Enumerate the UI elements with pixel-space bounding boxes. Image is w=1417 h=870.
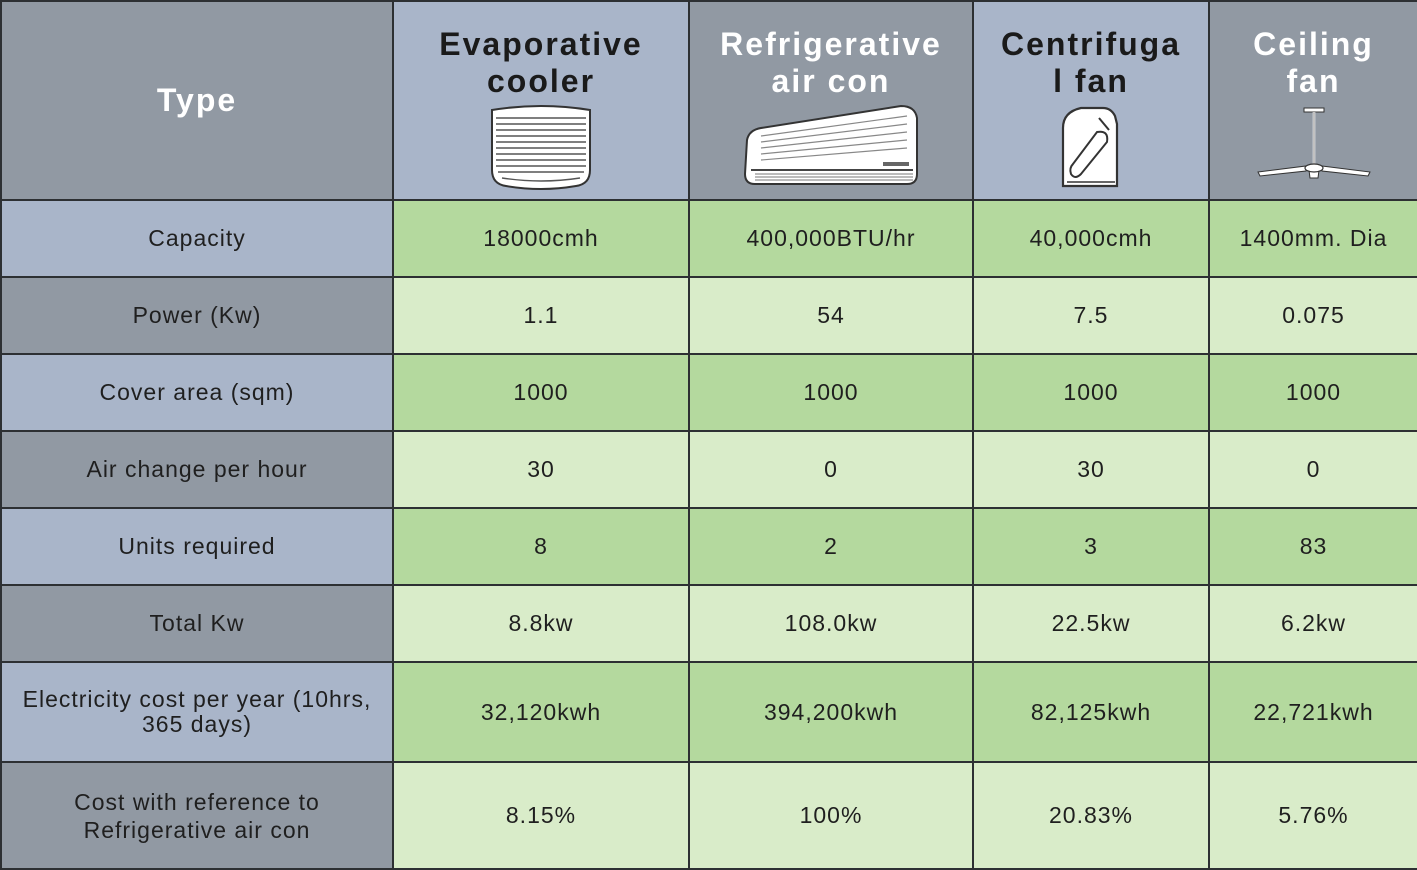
value-cell: 1000: [972, 353, 1210, 432]
value-cell: 6.2kw: [1208, 584, 1417, 663]
value-cell: 1000: [688, 353, 974, 432]
evaporative-cooler-icon: [491, 105, 591, 190]
row-label: Capacity: [0, 199, 394, 278]
value-cell: 22.5kw: [972, 584, 1210, 663]
value-cell: 32,120kwh: [392, 661, 690, 763]
product-title: Evaporative cooler: [439, 26, 643, 99]
type-header-cell: Type: [0, 0, 394, 201]
row-label: Total Kw: [0, 584, 394, 663]
value-cell: 7.5: [972, 276, 1210, 355]
row-label: Cost with reference to Refrigerative air…: [0, 761, 394, 870]
value-cell: 8.15%: [392, 761, 690, 870]
value-cell: 108.0kw: [688, 584, 974, 663]
row-power: Power (Kw) 1.1 54 7.5 0.075: [0, 276, 1417, 355]
value-cell: 400,000BTU/hr: [688, 199, 974, 278]
value-cell: 8: [392, 507, 690, 586]
row-label: Cover area (sqm): [0, 353, 394, 432]
value-cell: 100%: [688, 761, 974, 870]
row-label: Air change per hour: [0, 430, 394, 509]
value-cell: 30: [392, 430, 690, 509]
value-cell: 22,721kwh: [1208, 661, 1417, 763]
value-cell: 20.83%: [972, 761, 1210, 870]
type-header-label: Type: [156, 82, 238, 118]
header-row: Type Evaporative cooler: [0, 0, 1417, 201]
value-cell: 1000: [392, 353, 690, 432]
value-cell: 8.8kw: [392, 584, 690, 663]
product-header-centrifugal-fan: Centrifuga l fan: [972, 0, 1210, 201]
row-units-required: Units required 8 2 3 83: [0, 507, 1417, 586]
value-cell: 1000: [1208, 353, 1417, 432]
value-cell: 82,125kwh: [972, 661, 1210, 763]
product-title: Refrigerative air con: [720, 26, 942, 99]
value-cell: 30: [972, 430, 1210, 509]
row-cost-reference: Cost with reference to Refrigerative air…: [0, 761, 1417, 870]
value-cell: 1.1: [392, 276, 690, 355]
value-cell: 3: [972, 507, 1210, 586]
row-label: Electricity cost per year (10hrs, 365 da…: [0, 661, 394, 763]
value-cell: 18000cmh: [392, 199, 690, 278]
value-cell: 40,000cmh: [972, 199, 1210, 278]
value-cell: 0: [1208, 430, 1417, 509]
value-cell: 2: [688, 507, 974, 586]
row-air-change: Air change per hour 30 0 30 0: [0, 430, 1417, 509]
value-cell: 54: [688, 276, 974, 355]
product-title: Ceiling fan: [1253, 26, 1374, 99]
product-header-ceiling-fan: Ceiling fan: [1208, 0, 1417, 201]
value-cell: 394,200kwh: [688, 661, 974, 763]
ceiling-fan-icon: [1256, 107, 1371, 179]
value-cell: 5.76%: [1208, 761, 1417, 870]
value-cell: 83: [1208, 507, 1417, 586]
value-cell: 0: [688, 430, 974, 509]
row-capacity: Capacity 18000cmh 400,000BTU/hr 40,000cm…: [0, 199, 1417, 278]
row-electricity-cost: Electricity cost per year (10hrs, 365 da…: [0, 661, 1417, 763]
value-cell: 0.075: [1208, 276, 1417, 355]
row-cover-area: Cover area (sqm) 1000 1000 1000 1000: [0, 353, 1417, 432]
centrifugal-fan-icon: [1061, 106, 1119, 188]
product-header-refrigerative-air-con: Refrigerative air con: [688, 0, 974, 201]
row-label: Units required: [0, 507, 394, 586]
product-title: Centrifuga l fan: [1001, 26, 1181, 99]
row-total-kw: Total Kw 8.8kw 108.0kw 22.5kw 6.2kw: [0, 584, 1417, 663]
row-label: Power (Kw): [0, 276, 394, 355]
value-cell: 1400mm. Dia: [1208, 199, 1417, 278]
air-conditioner-icon: [743, 104, 918, 185]
product-header-evaporative-cooler: Evaporative cooler: [392, 0, 690, 201]
